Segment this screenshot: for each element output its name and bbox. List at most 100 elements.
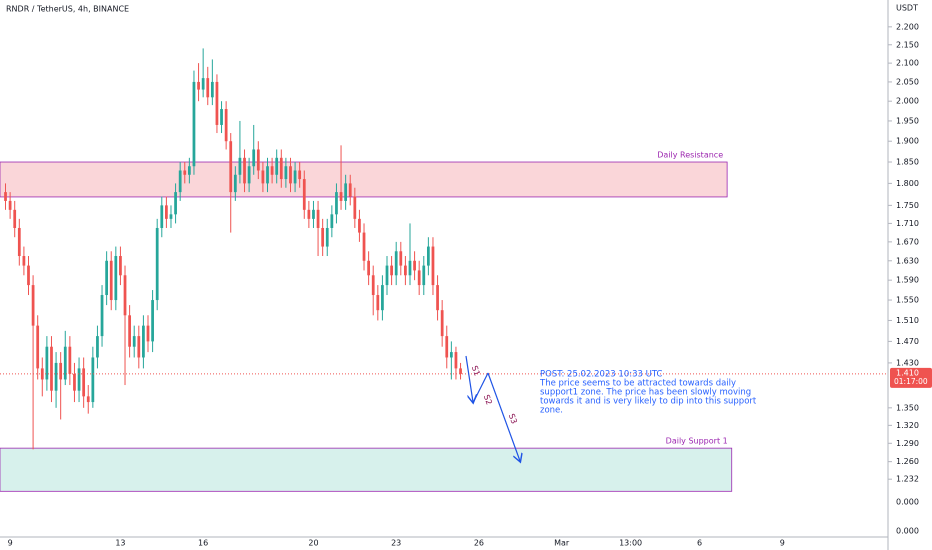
x-tick-label: 13:00: [619, 539, 642, 548]
candle-body: [91, 357, 95, 403]
candle-body: [275, 157, 279, 175]
y-tick-label: 1.510: [896, 316, 919, 325]
x-tick-label: 16: [198, 539, 208, 548]
candle-body: [252, 149, 256, 167]
y-tick-label: 1.950: [896, 116, 919, 125]
candle-body: [454, 352, 458, 369]
y-tick-label: 1.550: [896, 296, 919, 305]
candle-body: [13, 209, 17, 228]
y-tick-label: 1.850: [896, 158, 919, 167]
candle-body: [394, 251, 398, 276]
candle-body: [358, 218, 361, 233]
candle-body: [206, 78, 210, 98]
candle-body: [165, 205, 168, 219]
y-tick-label: 2.150: [896, 40, 919, 49]
candle-body: [178, 170, 182, 193]
candle-body: [422, 265, 426, 286]
y-tick-label: 2.200: [896, 22, 919, 31]
candle-body: [440, 310, 444, 337]
countdown-label: 01:17:00: [894, 377, 928, 386]
candle-body: [256, 149, 260, 171]
candle-body: [31, 285, 35, 326]
price-axis-panel: [888, 0, 932, 550]
post-text: support1 zone. The price has been slowly…: [540, 388, 751, 398]
x-tick-label: 13: [115, 539, 125, 548]
y-tick-label: 1.470: [896, 337, 919, 346]
candle-body: [137, 336, 141, 358]
axes: 2.200 2.150 2.100 2.050 2.000 1.950 1.900 1.850…: [8, 22, 932, 548]
candle-body: [27, 265, 30, 286]
x-tick-label: Mar: [554, 539, 570, 548]
candle-body: [459, 368, 462, 374]
y-tick-label: 1.630: [896, 256, 919, 265]
candle-body: [114, 256, 118, 301]
overlay: S1 S2 S3 POST: 25.02.2023 10:33 UTC The …: [465, 355, 757, 461]
candle-body: [449, 352, 453, 358]
candle-body: [119, 256, 122, 276]
candle-body: [229, 141, 233, 193]
candle-body: [142, 325, 145, 358]
candle-body: [201, 78, 205, 90]
candle-body: [238, 157, 242, 175]
arrow: [472, 372, 489, 404]
candle-body: [376, 295, 380, 311]
candle-body: [381, 285, 384, 311]
zones: Daily Resistance Daily Support 1: [0, 151, 733, 492]
candle-body: [307, 209, 311, 219]
candle-body: [109, 260, 113, 301]
candle-body: [348, 183, 352, 197]
candle-body: [146, 325, 150, 342]
candle-body: [183, 170, 187, 175]
arrow-label: S2: [482, 393, 494, 406]
candle-body: [86, 396, 90, 403]
candle-body: [224, 109, 228, 142]
y-tick-label: 1.710: [896, 219, 919, 228]
candle-body: [151, 300, 154, 342]
zone: [0, 161, 728, 198]
post-text: POST: 25.02.2023 10:33 UTC: [540, 370, 663, 380]
candle-body: [243, 157, 246, 184]
candle-body: [59, 362, 63, 380]
candle-body: [54, 362, 58, 391]
x-tick-label: 9: [780, 539, 785, 548]
candle-body: [215, 81, 219, 125]
y-tick-label: 1.800: [896, 179, 919, 188]
candle-body: [132, 336, 136, 347]
candle-body: [82, 368, 86, 397]
arrow-label: S1: [470, 364, 482, 377]
candle-body: [247, 166, 251, 184]
post-text: zone.: [540, 406, 563, 416]
candle-body: [96, 336, 99, 358]
candle-body: [155, 227, 159, 301]
last-price-box: [890, 367, 932, 388]
y-tick-label: 0.000: [896, 498, 919, 507]
candle-body: [17, 227, 21, 257]
y-tick-label: 1.320: [896, 421, 919, 430]
candle-body: [302, 179, 306, 210]
candle-body: [316, 209, 320, 228]
candle-body: [417, 270, 421, 286]
candle-body: [321, 227, 325, 247]
candle-body: [45, 346, 49, 380]
candle-body: [367, 260, 370, 276]
candle-body: [77, 368, 81, 391]
y-tick-label: 2.100: [896, 59, 919, 68]
candle-body: [325, 227, 329, 247]
x-tick-label: 26: [474, 539, 484, 548]
candle-body: [426, 246, 430, 266]
candle-body: [63, 346, 67, 380]
candle-body: [344, 183, 348, 201]
candle-body: [105, 260, 109, 296]
y-tick-label: 1.430: [896, 358, 919, 367]
candle-body: [279, 157, 283, 180]
y-tick-label: 1.590: [896, 276, 919, 285]
y-tick-label: 0.000: [896, 527, 919, 536]
zone-label: Daily Resistance: [657, 151, 723, 160]
arrow: [465, 355, 473, 402]
candle-body: [431, 246, 435, 286]
y-tick-label: 2.000: [896, 97, 919, 106]
last-price-label: 1.410: [896, 368, 919, 377]
candle-body: [233, 174, 237, 193]
candle-body: [339, 192, 343, 201]
candle-body: [371, 275, 375, 296]
